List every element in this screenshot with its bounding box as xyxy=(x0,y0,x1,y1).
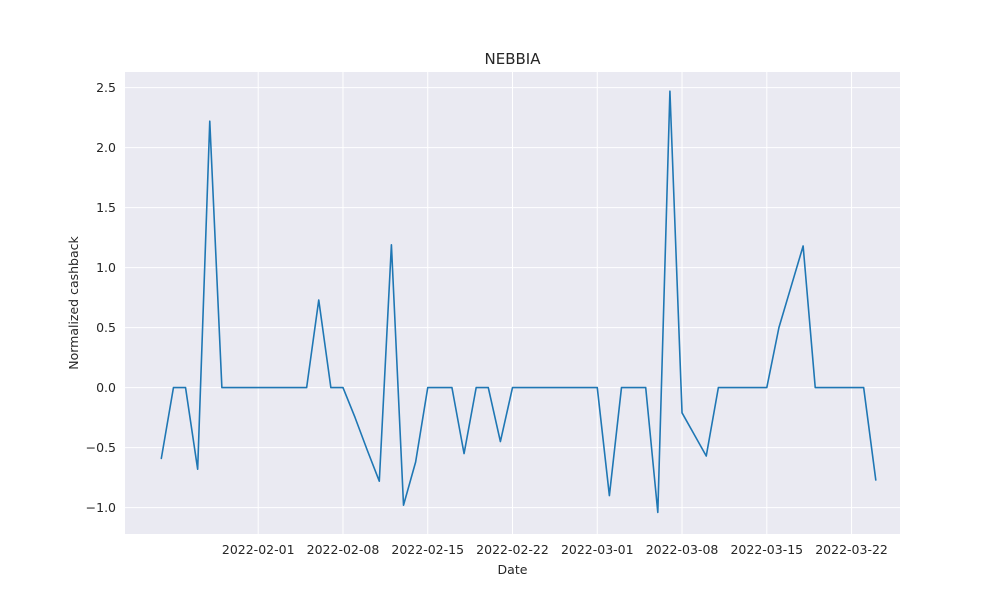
tick-labels: −1.0 −0.5 0.0 0.5 1.0 1.5 2.0 2.5 2022-02-01 2022… xyxy=(86,80,888,557)
x-tick-label: 2022-02-15 xyxy=(391,542,464,557)
x-tick-label: 2022-02-01 xyxy=(222,542,295,557)
y-tick-label: 0.0 xyxy=(96,380,116,395)
grid-lines xyxy=(125,72,900,534)
y-tick-label: 1.0 xyxy=(96,260,116,275)
y-tick-label: 2.5 xyxy=(96,80,116,95)
y-tick-label: −1.0 xyxy=(86,500,116,515)
y-tick-label: 0.5 xyxy=(96,320,116,335)
x-tick-label: 2022-02-08 xyxy=(307,542,380,557)
y-tick-label: 2.0 xyxy=(96,140,116,155)
x-tick-label: 2022-03-22 xyxy=(815,542,888,557)
y-tick-label: −0.5 xyxy=(86,440,116,455)
series-layer xyxy=(160,90,877,514)
series-line xyxy=(160,90,877,514)
x-tick-label: 2022-02-22 xyxy=(476,542,549,557)
x-axis-label: Date xyxy=(498,562,528,577)
x-tick-label: 2022-03-15 xyxy=(730,542,803,557)
y-tick-label: 1.5 xyxy=(96,200,116,215)
x-tick-label: 2022-03-08 xyxy=(646,542,719,557)
y-axis-label: Normalized cashback xyxy=(66,235,81,369)
chart-title: NEBBIA xyxy=(485,50,542,68)
x-tick-label: 2022-03-01 xyxy=(561,542,634,557)
